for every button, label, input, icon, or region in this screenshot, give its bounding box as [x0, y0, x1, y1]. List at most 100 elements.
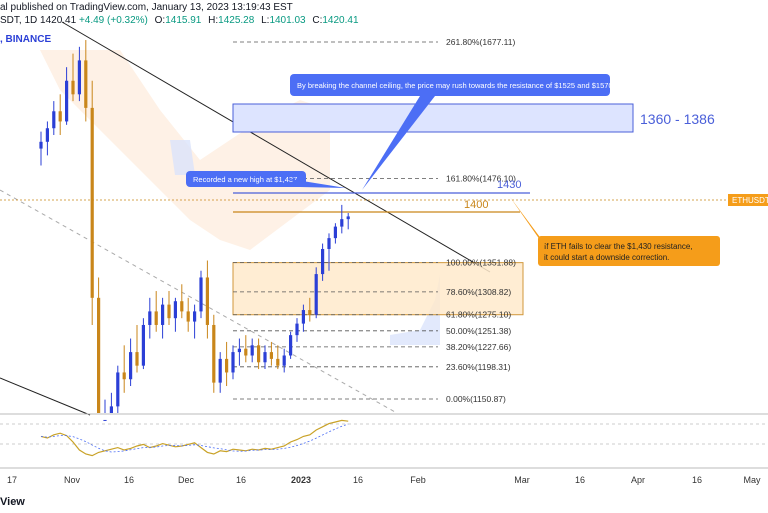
x-tick-label: May — [743, 475, 761, 485]
resistance-zone-label: 1360 - 1386 — [640, 111, 715, 127]
resistance-zone-box — [232, 103, 634, 133]
x-tick-label: 2023 — [291, 475, 311, 485]
candle-body — [282, 355, 286, 366]
low-label: L: — [261, 15, 270, 26]
candle-body — [141, 324, 145, 366]
fib-label: 50.00%(1251.38) — [446, 326, 511, 336]
breakout-callout-box — [290, 74, 610, 96]
candle-body — [250, 345, 254, 356]
level-1430-label: 1430 — [497, 179, 521, 191]
chart-header-title: al published on TradingView.com, January… — [0, 2, 293, 13]
fib-label: 78.60%(1308.82) — [446, 287, 511, 297]
candle-body — [39, 141, 43, 149]
symbol-and-price: SDT, 1D 1420.41 — [0, 15, 79, 26]
candle-body — [257, 345, 261, 363]
candle-body — [244, 348, 248, 356]
candle-body — [116, 372, 120, 407]
low-value: 1401.03 — [269, 15, 306, 26]
candle-body — [161, 304, 165, 325]
candle-body — [103, 419, 107, 421]
candle-body — [231, 352, 235, 373]
fib-label: 261.80%(1677.11) — [446, 37, 515, 47]
downside-callout-line2: it could start a downside correction. — [544, 253, 669, 262]
ohlc-header: SDT, 1D 1420.41 +4.49 (+0.32%) O:1415.91… — [0, 15, 359, 26]
x-tick-label: Feb — [410, 475, 426, 485]
high-value: 1425.28 — [218, 15, 255, 26]
candle-body — [52, 111, 56, 129]
candle-body — [180, 301, 184, 312]
candle-body — [167, 304, 171, 319]
high-label: H: — [208, 15, 219, 26]
channel-mid-line — [0, 189, 396, 413]
breakout-callout-pointer — [362, 96, 435, 190]
price-change: +4.49 (+0.32%) — [78, 15, 148, 26]
downside-callout-box — [538, 236, 720, 266]
candle-body — [212, 324, 216, 383]
candle-body — [276, 358, 280, 366]
candle-body — [301, 310, 305, 324]
fib-label: 0.00%(1150.87) — [446, 394, 506, 404]
candle-body — [186, 311, 190, 322]
price-marker-label: ETHUSDT — [732, 196, 768, 205]
candle-body — [109, 406, 113, 413]
tradingview-brand: View — [0, 496, 25, 508]
candle-body — [129, 352, 133, 380]
candle-body — [225, 358, 229, 373]
candle-body — [314, 274, 318, 315]
exchange-label: , BINANCE — [0, 34, 52, 45]
x-tick-label: Nov — [64, 475, 81, 485]
x-tick-label: 16 — [236, 475, 246, 485]
x-tick-label: 16 — [124, 475, 134, 485]
channel-upper-line — [61, 21, 491, 273]
candle-body — [263, 352, 267, 363]
rsi-line — [40, 419, 349, 457]
candle-body — [154, 311, 158, 325]
x-tick-label: Dec — [178, 475, 195, 485]
open-value: 1415.91 — [165, 15, 202, 26]
candle-body — [90, 107, 94, 298]
fib-label: 23.60%(1198.31) — [446, 362, 511, 372]
x-tick-label: 16 — [692, 475, 702, 485]
fib-label: 100.00%(1351.88) — [446, 258, 516, 268]
price-marker-bg — [728, 194, 768, 206]
new-high-callout-text: Recorded a new high at $1,437 — [193, 175, 297, 184]
candle-body — [122, 372, 126, 380]
x-tick-label: Mar — [514, 475, 530, 485]
cloud-shade-blue — [170, 140, 195, 175]
candle-body — [205, 277, 209, 325]
close-value: 1420.41 — [322, 15, 359, 26]
candle-body — [333, 226, 337, 239]
candle-body — [199, 277, 203, 312]
candle-body — [77, 60, 81, 95]
new-high-callout-box — [186, 171, 306, 187]
candle-body — [84, 60, 88, 108]
candle-body — [308, 310, 312, 315]
new-high-callout-pointer — [290, 179, 346, 188]
channel-lower-line — [0, 377, 91, 416]
x-tick-label: 16 — [353, 475, 363, 485]
candle-body — [218, 358, 222, 383]
candle-body — [346, 216, 350, 220]
candle-body — [71, 80, 75, 95]
fib-label: 161.80%(1476.10) — [446, 173, 516, 183]
level-1400-label: 1400 — [464, 199, 488, 211]
candle-body — [269, 352, 273, 359]
candle-body — [58, 111, 62, 122]
candle-body — [65, 80, 69, 122]
candle-body — [289, 335, 293, 356]
candle-body — [148, 311, 152, 325]
rsi-signal-line — [40, 423, 349, 453]
candle-body — [135, 352, 139, 366]
downside-callout-line1: If ETH fails to clear the $1,430 resista… — [544, 242, 693, 251]
candle-body — [327, 238, 331, 249]
candle-body — [295, 323, 299, 336]
fib-label: 38.20%(1227.66) — [446, 342, 511, 352]
cloud-shade-blue-right — [390, 275, 440, 345]
candle-body — [237, 348, 241, 353]
x-tick-label: 16 — [575, 475, 585, 485]
breakout-callout-text: By breaking the channel ceiling, the pri… — [297, 81, 615, 90]
close-label: C: — [312, 15, 323, 26]
support-zone-box — [232, 262, 524, 316]
candle-body — [193, 311, 197, 322]
